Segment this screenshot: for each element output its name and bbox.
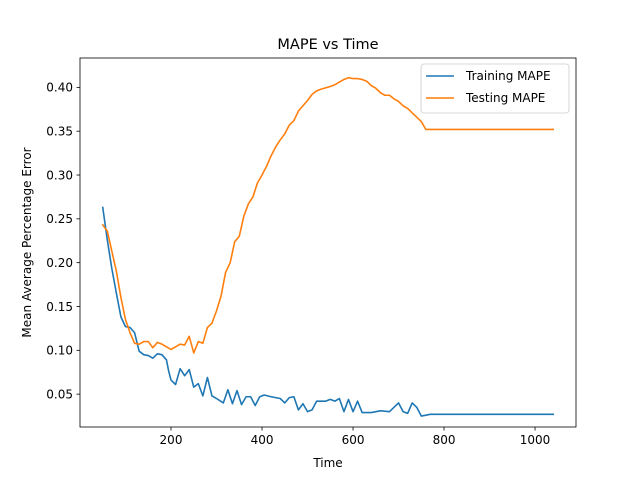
y-axis: 0.05 0.10 0.15 0.20 0.25 0.30 0.35 0.40 xyxy=(46,81,80,401)
series-line-training-mape xyxy=(101,206,555,417)
legend-box xyxy=(420,63,570,114)
x-tick-label: 600 xyxy=(342,433,365,447)
x-axis: 200 400 600 800 1000 xyxy=(160,427,551,447)
chart-title: MAPE vs Time xyxy=(277,37,378,53)
x-tick-label: 1000 xyxy=(520,433,551,447)
x-tick-label: 200 xyxy=(160,433,183,447)
y-tick-label: 0.10 xyxy=(46,344,73,358)
y-tick-label: 0.30 xyxy=(46,168,73,182)
x-tick-label: 800 xyxy=(433,433,456,447)
legend-label-testing: Testing MAPE xyxy=(465,91,545,105)
legend-label-training: Training MAPE xyxy=(465,69,551,83)
y-axis-label: Mean Average Percentage Error xyxy=(20,147,34,337)
series-line-testing-mape xyxy=(101,76,555,354)
y-tick-label: 0.20 xyxy=(46,256,73,270)
y-tick-label: 0.05 xyxy=(46,387,73,401)
legend: Training MAPE Testing MAPE xyxy=(420,63,570,114)
plot-area xyxy=(101,76,555,417)
y-tick-label: 0.15 xyxy=(46,300,73,314)
x-axis-label: Time xyxy=(312,456,342,470)
axes-frame xyxy=(79,57,577,428)
x-tick-label: 400 xyxy=(251,433,274,447)
y-tick-label: 0.40 xyxy=(46,81,73,95)
y-tick-label: 0.25 xyxy=(46,212,73,226)
y-tick-label: 0.35 xyxy=(46,124,73,138)
